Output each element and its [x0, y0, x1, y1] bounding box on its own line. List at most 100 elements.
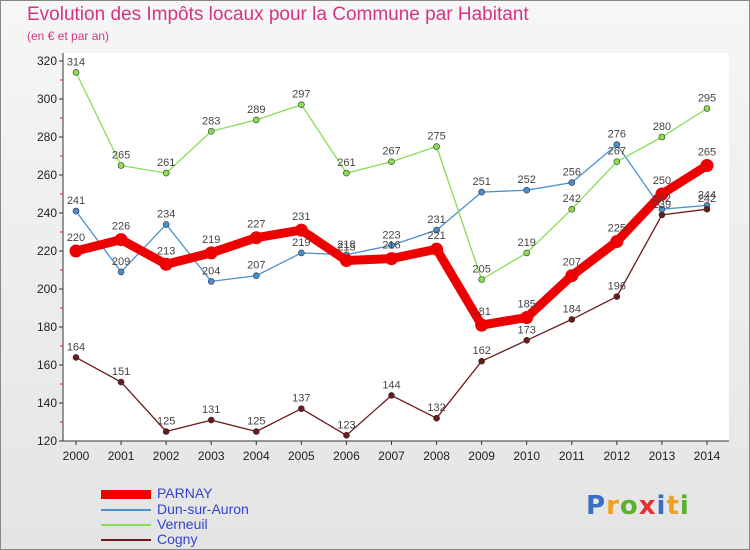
data-label-dun-sur-auron-2000: 241 [67, 195, 85, 207]
x-tick-label-2006: 2006 [333, 449, 360, 463]
data-label-parnay-2004: 227 [247, 219, 265, 231]
y-tick-label-260: 260 [37, 168, 57, 182]
data-label-dun-sur-auron-2009: 251 [472, 176, 490, 188]
point-dun-sur-auron-2010 [523, 186, 531, 194]
data-label-parnay-2009: 181 [472, 306, 490, 318]
data-label-cogny-2009: 162 [472, 345, 490, 357]
data-label-verneuil-2002: 261 [157, 157, 175, 169]
point-cogny-2010 [523, 336, 531, 344]
logo-letter-0: P [586, 491, 607, 521]
point-parnay-2010 [520, 311, 534, 324]
x-tick-label-2013: 2013 [649, 449, 676, 463]
point-parnay-2009 [475, 318, 489, 332]
point-verneuil-2008 [433, 143, 440, 150]
logo-letter-2: o [619, 491, 639, 521]
data-label-verneuil-2008: 275 [427, 131, 445, 143]
data-label-parnay-2003: 219 [202, 234, 220, 246]
point-parnay-2012 [610, 235, 624, 248]
x-tick-label-2003: 2003 [198, 449, 225, 463]
data-label-parnay-2000: 220 [67, 232, 85, 244]
point-dun-sur-auron-2009 [478, 188, 485, 196]
x-tick-label-2007: 2007 [378, 449, 405, 463]
data-label-parnay-2014: 265 [698, 147, 716, 159]
point-verneuil-2010 [523, 249, 531, 257]
data-label-cogny-2005: 137 [292, 393, 310, 405]
point-cogny-2003 [207, 416, 215, 424]
point-cogny-2000 [72, 354, 80, 361]
data-label-verneuil-2005: 297 [292, 89, 310, 101]
data-label-cogny-2004: 125 [247, 416, 265, 428]
data-label-verneuil-2012: 267 [608, 146, 626, 158]
point-parnay-2001 [114, 233, 128, 247]
point-verneuil-2006 [343, 169, 350, 177]
data-label-cogny-2007: 144 [382, 379, 400, 391]
legend-swatch-verneuil [101, 524, 151, 526]
data-label-verneuil-2004: 289 [247, 104, 265, 116]
point-parnay-2014 [700, 159, 714, 172]
data-label-dun-sur-auron-2013: 242 [653, 193, 671, 205]
data-label-parnay-2001: 226 [112, 221, 130, 233]
point-verneuil-2002 [162, 169, 170, 177]
x-tick-label-2010: 2010 [513, 449, 540, 463]
data-label-dun-sur-auron-2002: 234 [157, 208, 175, 220]
data-label-dun-sur-auron-2004: 207 [247, 260, 265, 272]
point-verneuil-2007 [388, 158, 395, 165]
data-label-cogny-2013: 239 [653, 199, 671, 211]
data-label-dun-sur-auron-2010: 252 [518, 174, 536, 186]
proxiti-logo: Proxiti [586, 491, 690, 521]
logo-letter-5: t [666, 491, 680, 521]
point-verneuil-2011 [568, 205, 576, 213]
point-verneuil-2003 [207, 128, 215, 135]
data-label-dun-sur-auron-2012: 276 [608, 129, 626, 141]
point-cogny-2014 [703, 205, 711, 213]
point-dun-sur-auron-2008 [433, 226, 440, 234]
x-tick-label-2001: 2001 [108, 449, 135, 463]
data-label-dun-sur-auron-2001: 209 [112, 256, 130, 268]
point-cogny-2004 [252, 428, 260, 435]
point-verneuil-2001 [117, 162, 125, 169]
data-label-parnay-2011: 207 [563, 257, 581, 269]
logo-letter-1: r [606, 491, 620, 521]
data-label-dun-sur-auron-2011: 256 [563, 167, 581, 179]
point-verneuil-2013 [658, 133, 666, 141]
y-tick-label-220: 220 [37, 244, 57, 258]
legend-swatch-parnay [101, 490, 151, 499]
point-parnay-2002 [159, 257, 173, 271]
data-label-verneuil-2003: 283 [202, 115, 220, 127]
point-parnay-2007 [385, 252, 398, 266]
legend-swatch-cogny [101, 539, 151, 541]
data-label-cogny-2010: 173 [518, 324, 536, 336]
point-cogny-2002 [162, 428, 170, 435]
data-label-parnay-2002: 213 [157, 245, 175, 257]
data-label-parnay-2012: 225 [608, 223, 626, 235]
x-tick-label-2014: 2014 [694, 449, 721, 463]
logo-letter-4: i [656, 491, 667, 521]
logo-letter-3: x [638, 491, 657, 521]
point-cogny-2007 [388, 392, 395, 399]
point-verneuil-2000 [72, 69, 80, 76]
y-tick-label-320: 320 [37, 54, 57, 68]
data-label-cogny-2001: 151 [112, 366, 130, 378]
legend-label-verneuil: Verneuil [157, 516, 208, 532]
data-label-cogny-2002: 125 [157, 416, 175, 428]
point-parnay-2006 [339, 254, 353, 267]
y-tick-label-160: 160 [37, 358, 57, 372]
point-parnay-2013 [655, 187, 669, 201]
data-label-verneuil-2000: 314 [67, 56, 85, 68]
data-label-verneuil-2010: 219 [518, 237, 536, 249]
point-cogny-2013 [658, 211, 666, 219]
data-label-dun-sur-auron-2005: 219 [292, 237, 310, 249]
point-dun-sur-auron-2005 [298, 249, 305, 257]
point-dun-sur-auron-2012 [613, 141, 621, 148]
point-parnay-2004 [249, 231, 263, 245]
point-dun-sur-auron-2000 [72, 207, 80, 215]
data-label-cogny-2011: 184 [563, 303, 581, 315]
x-tick-label-2012: 2012 [604, 449, 631, 463]
x-tick-label-2008: 2008 [423, 449, 450, 463]
legend-label-dun-sur-auron: Dun-sur-Auron [157, 501, 249, 517]
point-cogny-2011 [568, 316, 576, 323]
data-label-verneuil-2014: 295 [698, 93, 716, 105]
data-label-dun-sur-auron-2006: 218 [337, 239, 355, 251]
point-parnay-2000 [69, 244, 83, 258]
